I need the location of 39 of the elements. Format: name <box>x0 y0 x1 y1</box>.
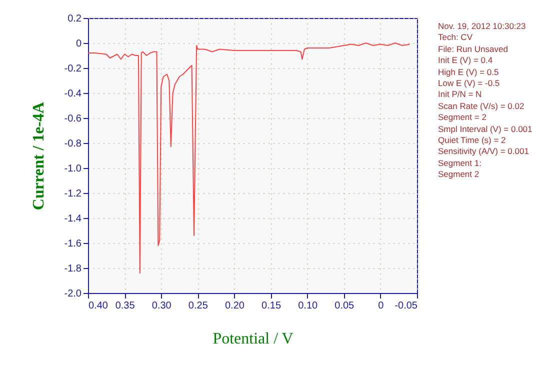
y-tick-label: -0.4 <box>64 88 82 100</box>
text: High E (V) = 0.5 <box>438 66 500 78</box>
text: Init E (V) = 0.4 <box>438 55 494 67</box>
y-axis-title: Current / 1e-4A <box>30 101 48 210</box>
text: Nov. 19, 2012 10:30:23 <box>438 21 527 32</box>
y-tick-label: -0.2 <box>64 64 82 74</box>
x-tick-label: 0.35 <box>115 300 136 312</box>
y-tick-label: -1.8 <box>64 264 82 274</box>
text: Segment 1: <box>438 158 482 170</box>
text: Low E (V) = -0.5 <box>438 78 501 90</box>
y-tick-label: -1.6 <box>64 238 82 250</box>
text: Quiet Time (s) = 2 <box>438 135 507 146</box>
text: Tech: CV <box>438 32 474 44</box>
x-tick-label: 0.25 <box>188 300 208 312</box>
y-tick-label: -2.0 <box>64 288 82 300</box>
x-tick-label: 0.05 <box>334 300 355 312</box>
text: Segment = 2 <box>438 112 488 124</box>
x-tick-label: 0.40 <box>88 300 108 312</box>
x-tick-label: 0.15 <box>262 300 282 312</box>
text: Segment 2 <box>438 169 480 181</box>
y-tick-label: -1.2 <box>64 188 82 200</box>
text: File: Run Unsaved <box>438 44 509 56</box>
y-tick-label: -1.0 <box>64 164 82 174</box>
y-tick-label: -0.6 <box>64 114 82 124</box>
x-tick-label: -0.05 <box>394 300 418 312</box>
text: Smpl Interval (V) = 0.001 <box>438 124 532 136</box>
x-tick-label: 0.30 <box>152 300 172 312</box>
y-tick-label: -0.8 <box>64 138 82 150</box>
x-tick-label: 0.20 <box>224 300 245 312</box>
y-tick-label: -1.4 <box>64 214 82 224</box>
line-series <box>88 42 410 274</box>
y-tick-label: 0 <box>76 38 82 50</box>
x-axis-title: Potential / V <box>212 330 294 348</box>
y-tick-label: 0.2 <box>68 14 82 24</box>
x-tick-label: 0 <box>378 300 384 312</box>
text: Init P/N = N <box>438 89 483 101</box>
x-tick-label: 0.10 <box>298 300 318 312</box>
text: Scan Rate (V/s) = 0.02 <box>438 100 526 112</box>
text: Sensitivity (A/V) = 0.001 <box>438 146 530 158</box>
